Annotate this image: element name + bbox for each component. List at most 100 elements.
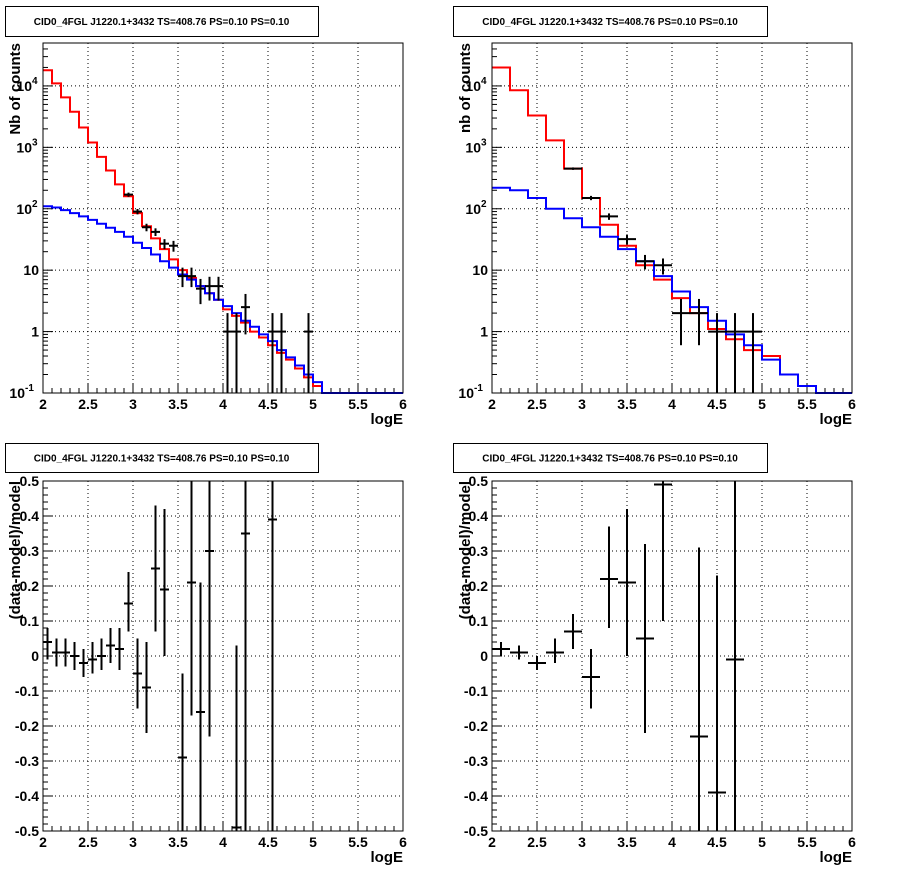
- x-tick-label: 2: [39, 834, 47, 850]
- y-axis-title: nb of counts: [457, 43, 474, 133]
- y-tick-label: 0: [480, 648, 488, 664]
- y-tick-label: -0.1: [15, 683, 39, 699]
- y-tick-label: 10: [16, 78, 32, 94]
- y-tick-exponent: 4: [481, 76, 487, 87]
- y-tick-exponent: -1: [25, 383, 34, 394]
- x-tick-label: 5.5: [348, 396, 368, 412]
- plot-frame: [42, 480, 404, 832]
- data-point: [600, 526, 618, 628]
- data-point: [169, 240, 178, 252]
- y-tick-label: 0: [31, 648, 39, 664]
- y-tick-label: -0.2: [15, 718, 39, 734]
- y-tick-label: 0.2: [20, 578, 40, 594]
- y-tick-label: 10: [465, 201, 481, 217]
- data-point: [124, 572, 133, 632]
- data-point: [582, 195, 600, 201]
- data-point: [151, 228, 160, 237]
- x-tick-label: 4: [668, 396, 676, 412]
- chart-title: CID0_4FGL J1220.1+3432 TS=408.76 PS=0.10…: [482, 454, 738, 465]
- x-tick-label: 2.5: [78, 834, 98, 850]
- data-point: [636, 544, 654, 733]
- data-point: [160, 239, 169, 250]
- y-tick-label: 0.1: [469, 613, 489, 629]
- x-tick-label: 2.5: [527, 396, 547, 412]
- x-tick-label: 4: [668, 834, 676, 850]
- data-point: [52, 638, 61, 667]
- title-box: [5, 6, 319, 37]
- y-tick-label: 0.4: [469, 508, 489, 524]
- y-tick-label: -0.2: [464, 718, 488, 734]
- data-point: [241, 481, 250, 831]
- data-point: [241, 293, 250, 335]
- y-tick-label: -0.4: [464, 788, 488, 804]
- title-box: [5, 443, 319, 473]
- data-point: [708, 313, 726, 393]
- data-point: [178, 267, 187, 288]
- data-point: [79, 649, 88, 677]
- data-point: [618, 509, 636, 656]
- x-tick-label: 3.5: [617, 396, 637, 412]
- model-background-step-line: [43, 205, 403, 394]
- x-tick-label: 2: [488, 396, 496, 412]
- y-tick-label: 0.5: [469, 473, 489, 489]
- data-point: [582, 649, 600, 709]
- data-point: [196, 582, 205, 831]
- plot-frame: [491, 42, 853, 394]
- y-tick-label: -0.1: [464, 683, 488, 699]
- data-point: [690, 298, 708, 346]
- x-tick-label: 6: [848, 834, 856, 850]
- data-point: [97, 638, 106, 670]
- y-tick-label: 1: [31, 324, 39, 340]
- data-point: [187, 481, 196, 716]
- data-point: [546, 638, 564, 663]
- data-point: [564, 614, 582, 649]
- y-tick-label: 0.3: [469, 543, 489, 559]
- y-tick-exponent: -1: [474, 383, 483, 394]
- y-tick-label: 0.5: [20, 473, 40, 489]
- data-point: [232, 645, 241, 831]
- data-point: [232, 313, 241, 393]
- x-tick-label: 5: [758, 834, 766, 850]
- data-point: [187, 267, 196, 288]
- x-tick-label: 5.5: [797, 834, 817, 850]
- x-tick-label: 4: [219, 396, 227, 412]
- y-tick-label: 0.3: [20, 543, 40, 559]
- y-tick-label: 10: [458, 385, 474, 401]
- residual-right-pad: CID0_4FGL J1220.1+3432 TS=408.76 PS=0.10…: [453, 443, 856, 866]
- y-tick-label: -0.3: [464, 753, 488, 769]
- y-axis-title: (data-model)/model: [7, 481, 24, 619]
- x-tick-label: 3.5: [168, 834, 188, 850]
- x-tick-label: 5: [309, 396, 317, 412]
- data-point: [744, 313, 762, 393]
- y-tick-label: -0.5: [464, 823, 488, 839]
- x-tick-label: 4.5: [258, 834, 278, 850]
- x-tick-label: 4.5: [707, 396, 727, 412]
- data-point: [223, 313, 232, 393]
- y-tick-label: 0.1: [20, 613, 40, 629]
- y-tick-exponent: 3: [481, 137, 487, 148]
- data-point: [510, 645, 528, 660]
- data-point: [492, 642, 510, 656]
- x-tick-label: 3: [129, 396, 137, 412]
- title-box: [453, 443, 768, 473]
- x-tick-label: 6: [399, 834, 407, 850]
- data-point: [528, 656, 546, 670]
- y-tick-label: 0.2: [469, 578, 489, 594]
- y-tick-label: 10: [16, 201, 32, 217]
- x-axis-title: logE: [371, 849, 404, 866]
- x-tick-label: 5.5: [348, 834, 368, 850]
- chart-title: CID0_4FGL J1220.1+3432 TS=408.76 PS=0.10…: [482, 17, 738, 28]
- residual-left-pad: CID0_4FGL J1220.1+3432 TS=408.76 PS=0.10…: [5, 443, 407, 866]
- y-tick-label: 10: [16, 139, 32, 155]
- data-point: [304, 313, 313, 393]
- x-tick-label: 6: [848, 396, 856, 412]
- x-tick-label: 5: [309, 834, 317, 850]
- y-tick-label: 10: [465, 139, 481, 155]
- y-tick-exponent: 3: [32, 137, 38, 148]
- data-point: [268, 481, 277, 831]
- x-tick-label: 2.5: [78, 396, 98, 412]
- data-point: [564, 167, 582, 170]
- data-point: [178, 673, 187, 831]
- data-point: [196, 278, 205, 305]
- y-tick-label: 10: [465, 78, 481, 94]
